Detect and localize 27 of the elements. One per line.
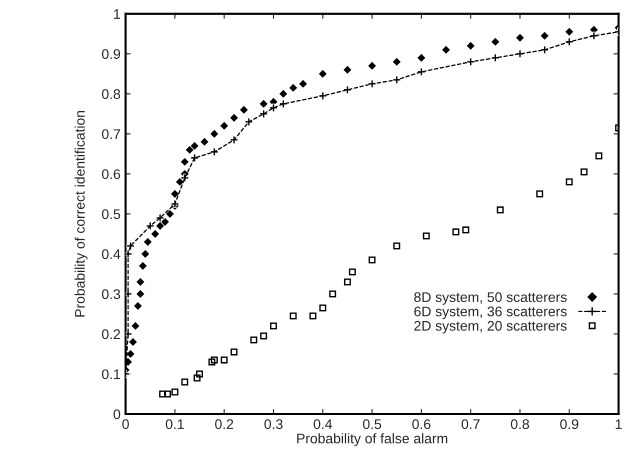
y-tick-label: 0.5 — [102, 209, 120, 220]
x-tick-label: 1 — [616, 419, 622, 429]
y-tick-label: 1 — [114, 9, 120, 19]
x-tick-label: 0.9 — [560, 419, 578, 430]
legend-label: 8D system, 50 scatterers — [414, 292, 567, 305]
y-tick-label: 0.6 — [102, 169, 120, 180]
y-axis-title: Probability of correct identification — [74, 110, 88, 317]
y-tick-label: 0.1 — [102, 369, 120, 380]
x-tick-label: 0.1 — [166, 419, 184, 430]
y-tick-label: 0.2 — [102, 329, 120, 340]
y-tick-label: 0 — [114, 409, 120, 420]
legend-label: 2D system, 20 scatterers — [414, 320, 567, 334]
x-tick-label: 0.6 — [412, 419, 430, 430]
x-tick-label: 0.5 — [362, 419, 382, 430]
y-tick-label: 0.9 — [102, 49, 120, 59]
x-tick-label: 0.3 — [264, 419, 283, 430]
y-tick-label: 0.3 — [102, 289, 120, 300]
y-tick-label: 0.4 — [102, 249, 120, 260]
x-tick-label: 0.2 — [215, 419, 234, 430]
x-tick-label: 0.7 — [462, 419, 480, 430]
legend-label: 6D system, 36 scatterers — [414, 306, 567, 320]
x-tick-label: 0 — [122, 419, 129, 430]
x-tick-label: 0.4 — [314, 419, 332, 430]
y-tick-label: 0.8 — [102, 89, 120, 100]
x-axis-title: Probability of false alarm — [297, 433, 448, 446]
x-tick-label: 0.8 — [510, 419, 530, 430]
y-tick-label: 0.7 — [102, 129, 120, 140]
